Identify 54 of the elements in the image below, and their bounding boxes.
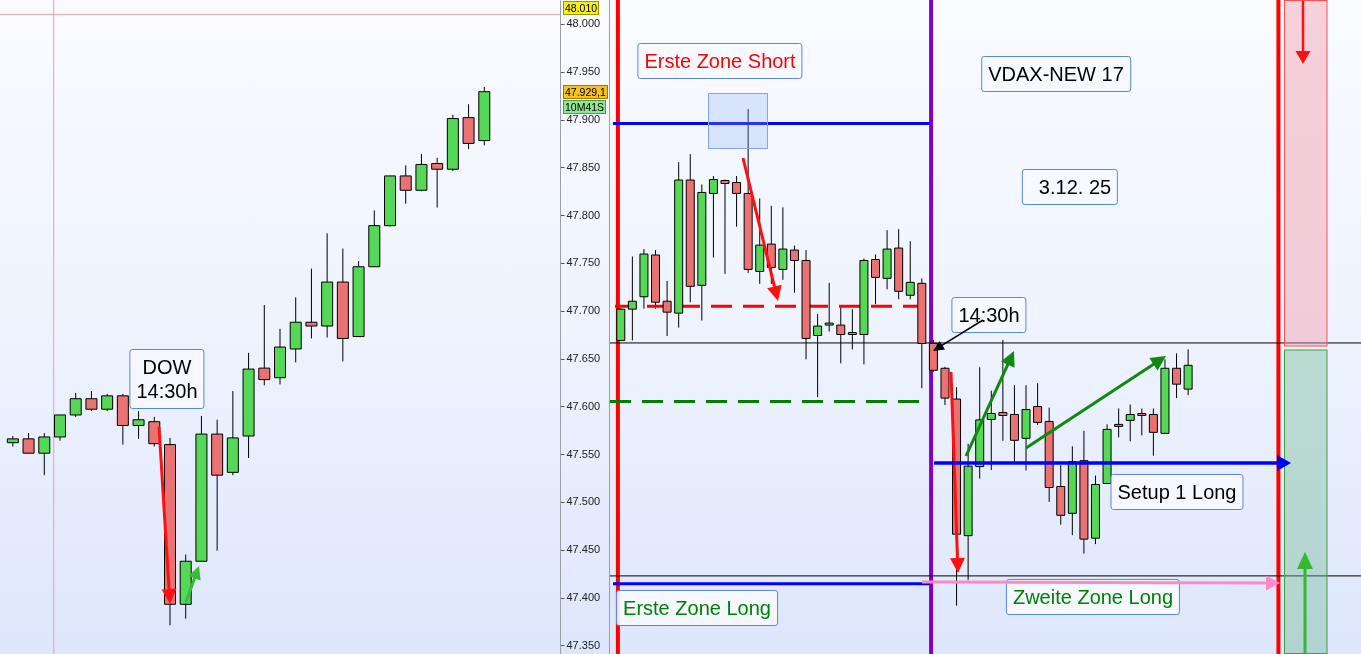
candlestick bbox=[662, 280, 672, 337]
y-tick-label: 47.400 bbox=[566, 591, 601, 604]
y-tick-label: 47.950 bbox=[566, 65, 601, 78]
y-tick-label: 47.500 bbox=[566, 495, 601, 508]
candlestick bbox=[905, 240, 915, 300]
text: Erste Zone Short bbox=[637, 43, 803, 79]
y-tick-label: 47.450 bbox=[566, 543, 601, 556]
candlestick bbox=[69, 392, 82, 418]
annotation: DOW 14:30h bbox=[129, 349, 205, 409]
candlestick bbox=[720, 179, 730, 275]
y-tick-label: 47.700 bbox=[566, 304, 601, 317]
y-tick-label: 47.650 bbox=[566, 352, 601, 365]
annotation: Erste Zone Long bbox=[616, 590, 778, 626]
candlestick bbox=[627, 256, 637, 341]
ref-line-label: 48.010 bbox=[563, 1, 600, 16]
candlestick bbox=[431, 157, 444, 208]
candlestick bbox=[1148, 408, 1158, 457]
candlestick bbox=[6, 435, 19, 448]
y-tick-label: 47.750 bbox=[566, 256, 601, 269]
candlestick bbox=[38, 432, 51, 476]
candlestick bbox=[305, 268, 318, 339]
candlestick bbox=[1125, 404, 1135, 442]
annotation: 3.12. 25 bbox=[1021, 169, 1119, 205]
candlestick bbox=[871, 254, 881, 305]
candlestick bbox=[85, 390, 98, 412]
candlestick bbox=[1172, 352, 1182, 399]
candlestick bbox=[1114, 408, 1124, 438]
candlestick bbox=[789, 245, 799, 294]
candlestick bbox=[132, 410, 145, 440]
annotation: Setup 1 Long bbox=[1110, 474, 1244, 510]
candlestick bbox=[1033, 382, 1043, 426]
candlestick bbox=[732, 175, 742, 228]
candlestick bbox=[258, 304, 271, 386]
text: 10M41S bbox=[563, 100, 607, 114]
y-tick-label: 47.800 bbox=[566, 208, 601, 221]
y-tick-label: 47.600 bbox=[566, 399, 601, 412]
annotation: 14:30h bbox=[951, 297, 1027, 333]
candlestick bbox=[824, 282, 834, 333]
y-tick-label: 47.900 bbox=[566, 113, 601, 126]
annotation: Zweite Zone Long bbox=[1005, 579, 1181, 615]
y-tick-label: 48.000 bbox=[566, 17, 601, 30]
candlestick bbox=[986, 390, 996, 471]
candlestick bbox=[1183, 348, 1193, 396]
y-tick-label: 47.550 bbox=[566, 447, 601, 460]
candlestick bbox=[1137, 408, 1147, 436]
candlestick bbox=[22, 432, 35, 454]
text: 47.929,1 bbox=[563, 84, 608, 99]
candlestick bbox=[399, 164, 412, 205]
candlestick bbox=[708, 175, 718, 259]
y-tick-label: 47.850 bbox=[566, 160, 601, 173]
candlestick bbox=[778, 206, 788, 281]
y-tick-label: 47.350 bbox=[566, 638, 601, 651]
text: VDAX-NEW 17 bbox=[981, 56, 1131, 92]
candlestick bbox=[54, 414, 66, 442]
